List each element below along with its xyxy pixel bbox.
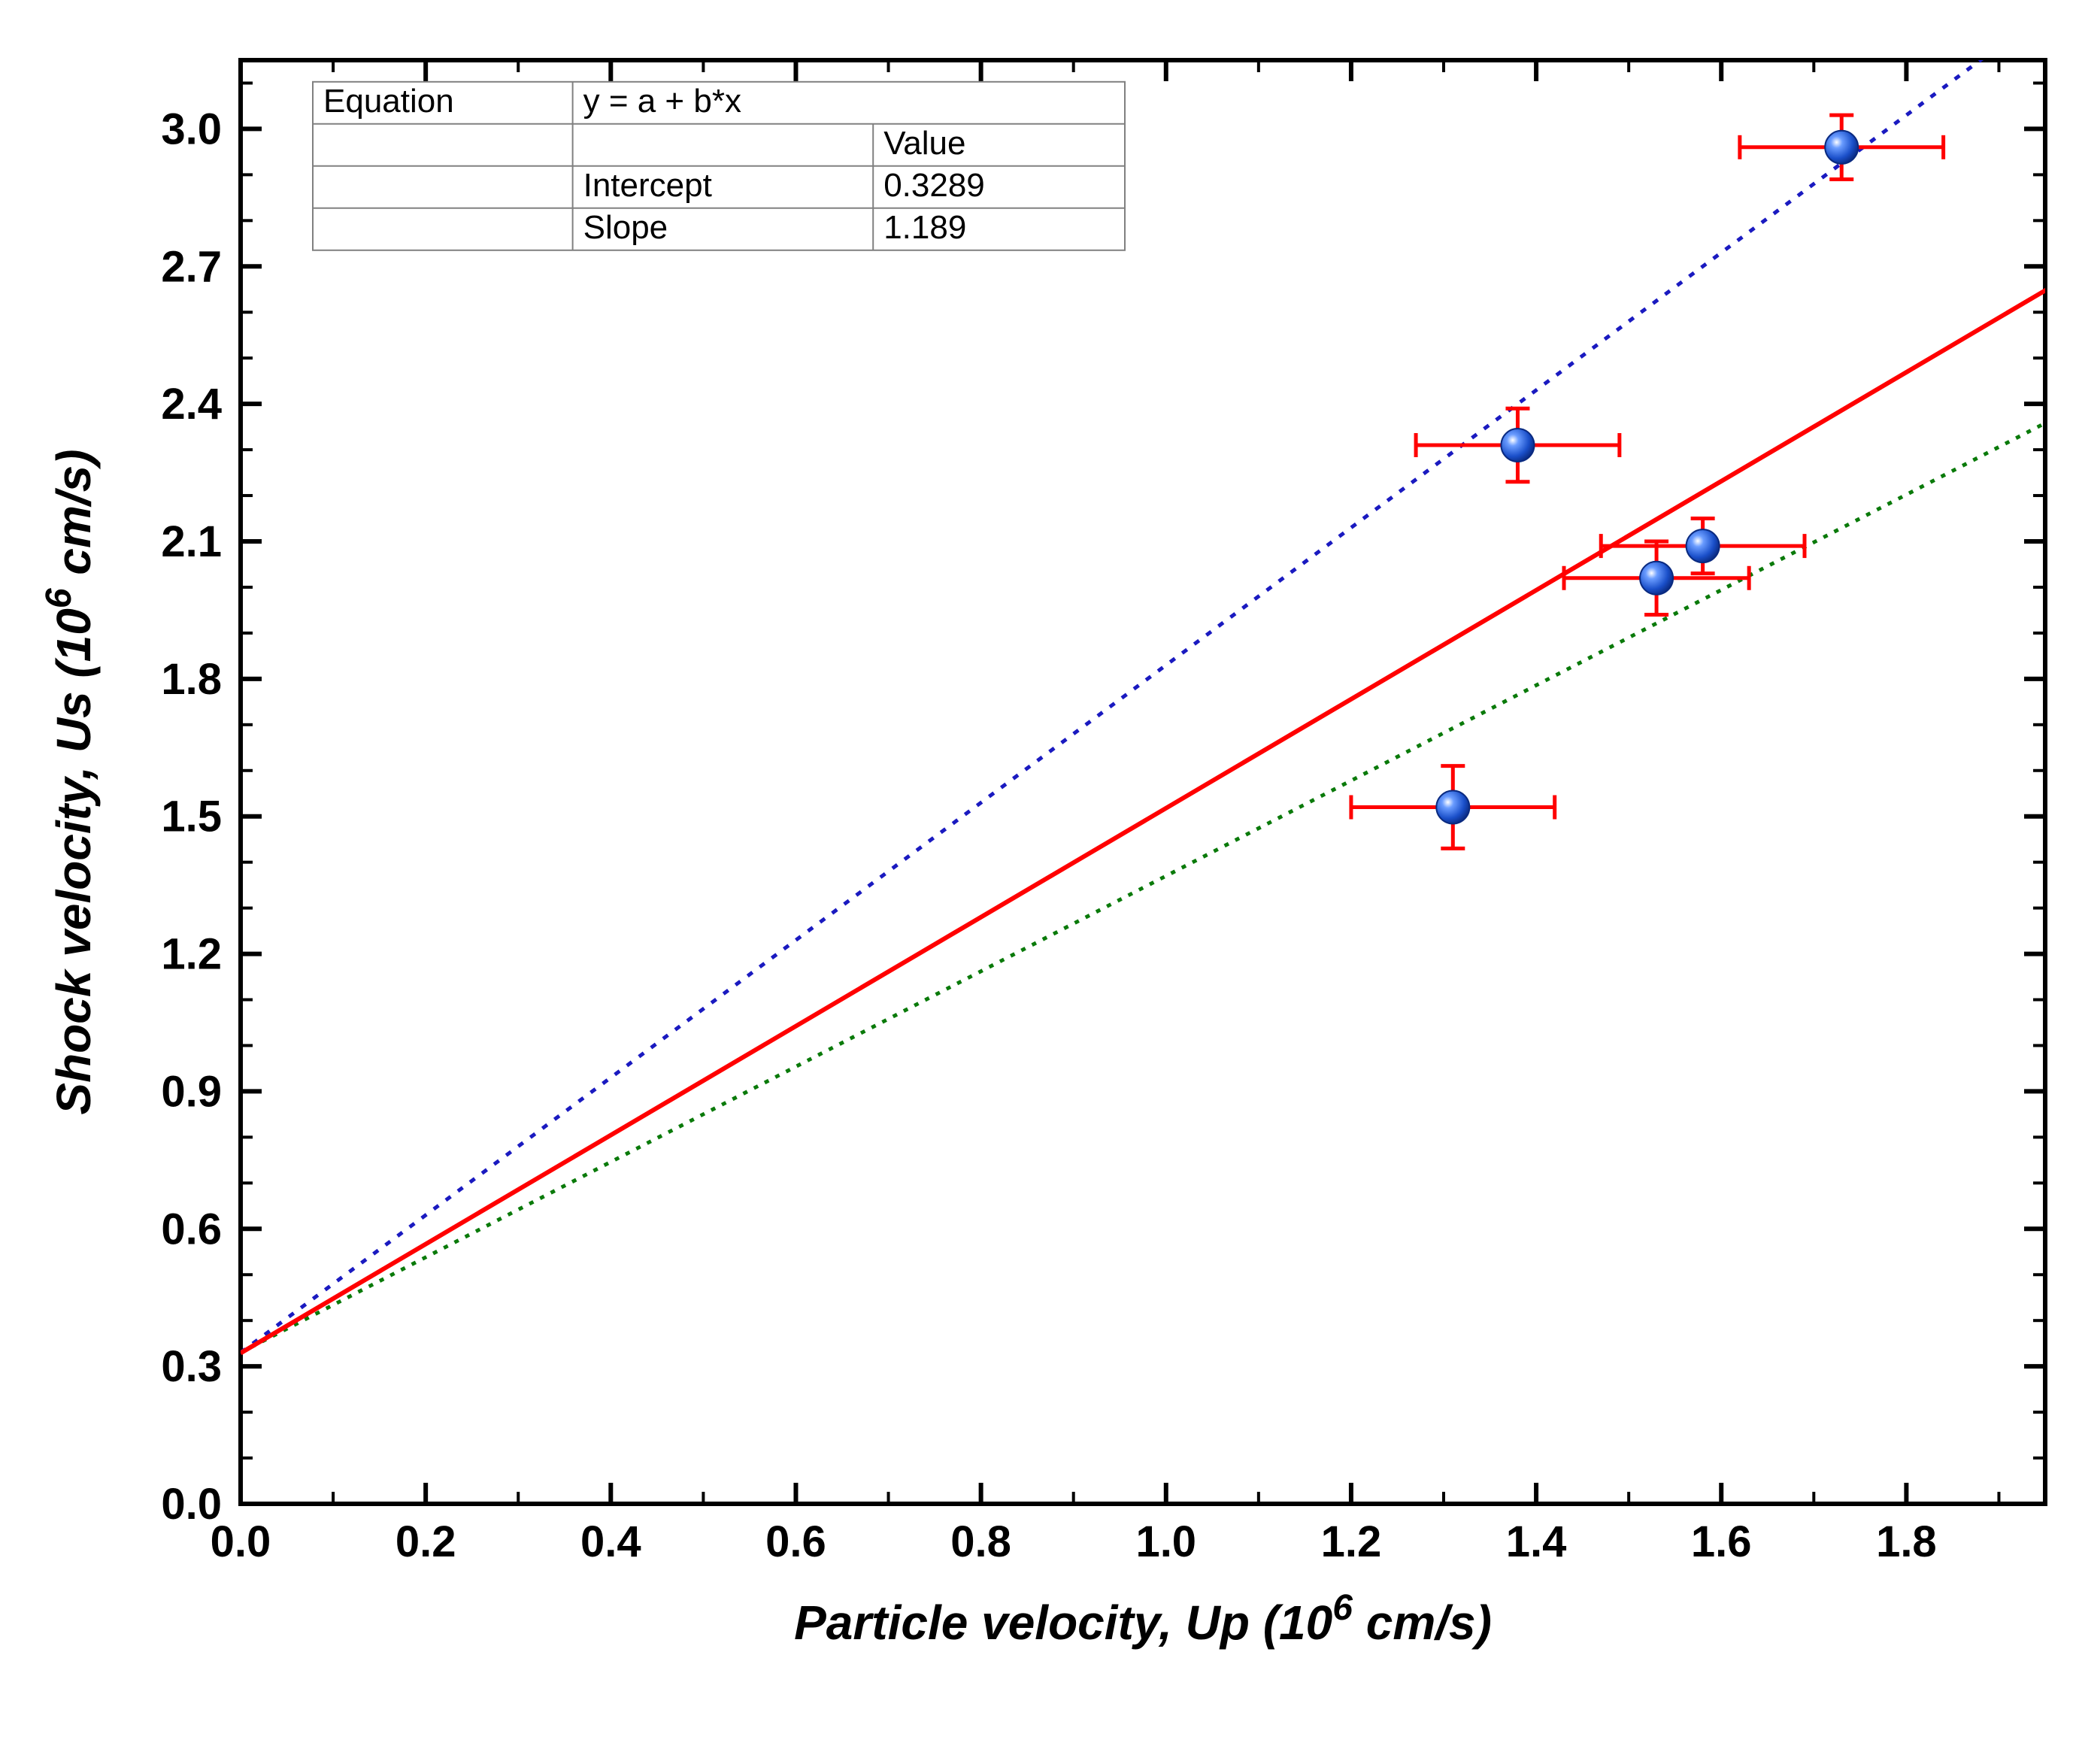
- x-tick-label: 1.6: [1691, 1517, 1752, 1566]
- y-axis-label: Shock velocity, Us (106 cm/s): [39, 449, 102, 1114]
- x-tick-label: 1.0: [1135, 1517, 1196, 1566]
- y-tick-label: 3.0: [161, 105, 222, 153]
- chart-svg: 0.00.20.40.60.81.01.21.41.61.80.00.30.60…: [15, 15, 2076, 1749]
- data-point: [1687, 529, 1720, 562]
- chart-container: 0.00.20.40.60.81.01.21.41.61.80.00.30.60…: [15, 15, 2076, 1749]
- y-tick-label: 0.9: [161, 1067, 222, 1116]
- data-point: [1436, 791, 1469, 824]
- x-tick-label: 0.6: [765, 1517, 826, 1566]
- equation-table: Equation y = a + b*x Value Intercept 0.3289 S…: [313, 82, 1125, 250]
- x-tick-label: 1.2: [1321, 1517, 1382, 1566]
- y-tick-label: 1.2: [161, 930, 222, 979]
- x-tick-label: 1.4: [1506, 1517, 1567, 1566]
- y-tick-label: 2.1: [161, 517, 222, 566]
- y-tick-label: 0.0: [161, 1480, 222, 1529]
- y-tick-label: 2.7: [161, 242, 222, 291]
- x-axis-label: Particle velocity, Up (106 cm/s): [794, 1588, 1492, 1650]
- table-cell: y = a + b*x: [583, 83, 741, 120]
- x-tick-label: 1.8: [1876, 1517, 1937, 1566]
- data-series: [1351, 115, 1944, 848]
- x-tick-label: 0.8: [950, 1517, 1011, 1566]
- y-tick-label: 1.8: [161, 655, 222, 704]
- data-point: [1501, 429, 1534, 462]
- table-cell: 1.189: [883, 209, 966, 246]
- plot-frame: [241, 60, 2045, 1504]
- table-cell: Value: [883, 125, 965, 162]
- fit-line: [241, 127, 2076, 1353]
- data-point: [1825, 131, 1858, 164]
- table-cell: Slope: [583, 209, 668, 246]
- y-tick-label: 0.6: [161, 1205, 222, 1253]
- table-cell: Intercept: [583, 167, 712, 204]
- table-cell: 0.3289: [883, 167, 985, 204]
- y-tick-label: 2.4: [161, 380, 222, 429]
- y-tick-label: 1.5: [161, 793, 222, 841]
- x-tick-label: 0.4: [580, 1517, 641, 1566]
- table-cell: Equation: [323, 83, 454, 120]
- x-tick-label: 0.2: [396, 1517, 456, 1566]
- data-point: [1640, 562, 1673, 595]
- y-tick-label: 0.3: [161, 1342, 222, 1391]
